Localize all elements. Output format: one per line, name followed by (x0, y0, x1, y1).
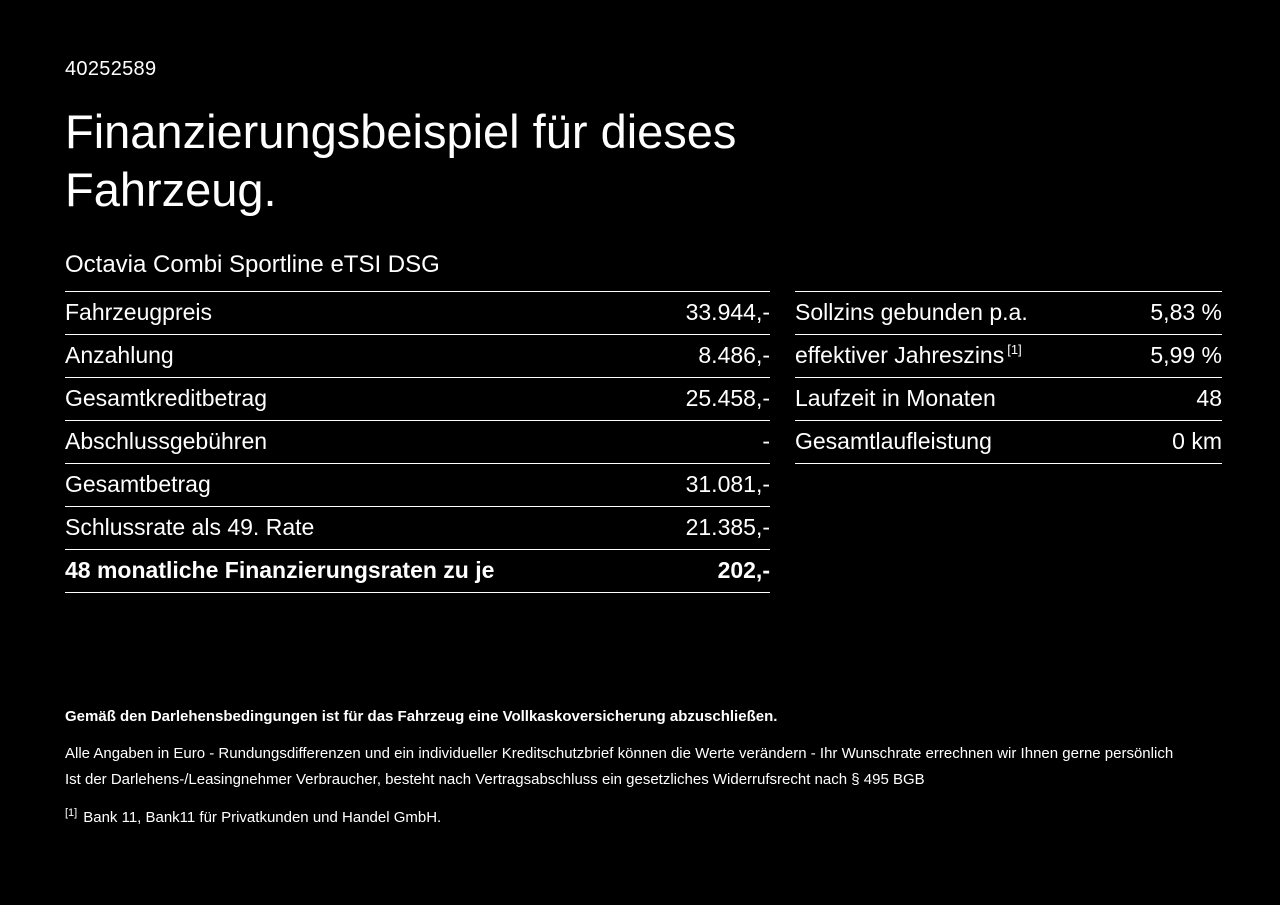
row-value: 48 (1196, 385, 1222, 412)
disclaimer-line-2: Ist der Darlehens-/Leasingnehmer Verbrau… (65, 770, 925, 788)
table-row: Laufzeit in Monaten 48 (795, 378, 1222, 421)
legal-footer: Gemäß den Darlehensbedingungen ist für d… (65, 708, 1215, 826)
row-value: 31.081,- (685, 471, 770, 498)
financing-tables: Fahrzeugpreis 33.944,- Anzahlung 8.486,-… (65, 290, 1222, 593)
row-value: 25.458,- (685, 385, 770, 412)
bank-footnote: [1] Bank 11, Bank11 für Privatkunden und … (65, 807, 1215, 826)
vehicle-model: Octavia Combi Sportline eTSI DSG (65, 250, 440, 278)
footnote-marker: [1] (65, 806, 78, 819)
row-label: Anzahlung (65, 342, 174, 369)
page-title: Finanzierungsbeispiel für dieses Fahrzeu… (65, 105, 737, 216)
insurance-note: Gemäß den Darlehensbedingungen ist für d… (65, 708, 778, 725)
table-row: Gesamtkreditbetrag 25.458,- (65, 378, 770, 421)
disclaimer-line-1: Alle Angaben in Euro - Rundungsdifferenz… (65, 745, 1174, 762)
row-value: 202,- (717, 557, 770, 584)
row-label: Schlussrate als 49. Rate (65, 514, 315, 541)
row-label: 48 monatliche Finanzierungsraten zu je (65, 557, 495, 584)
row-label: Gesamtkreditbetrag (65, 385, 267, 412)
footnote-marker: [1] (1007, 342, 1022, 358)
row-label: Fahrzeugpreis (65, 299, 213, 326)
financing-costs-table: Fahrzeugpreis 33.944,- Anzahlung 8.486,-… (65, 290, 770, 593)
main-content: 40252589 Finanzierungsbeispiel für diese… (65, 0, 1222, 593)
table-row: Gesamtlaufleistung 0 km (795, 421, 1222, 464)
offer-id: 40252589 (65, 58, 157, 80)
table-row: Gesamtbetrag 31.081,- (65, 464, 770, 507)
table-row-monthly-rate: 48 monatliche Finanzierungsraten zu je 2… (65, 550, 770, 593)
table-row: effektiver Jahreszins [1] 5,99 % (795, 335, 1222, 378)
row-value: 8.486,- (698, 342, 770, 369)
table-row: Abschlussgebühren - (65, 421, 770, 464)
row-value: 21.385,- (685, 514, 770, 541)
table-row: Fahrzeugpreis 33.944,- (65, 292, 770, 335)
row-label: Gesamtlaufleistung (795, 428, 992, 455)
table-row: Anzahlung 8.486,- (65, 335, 770, 378)
row-value: 5,99 % (1150, 342, 1222, 369)
row-label: Sollzins gebunden p.a. (795, 299, 1028, 326)
row-value: 5,83 % (1150, 299, 1222, 326)
financing-conditions-table: Sollzins gebunden p.a. 5,83 % effektiver… (795, 290, 1222, 464)
row-value: 33.944,- (685, 299, 770, 326)
row-value: 0 km (1172, 428, 1222, 455)
row-label: Abschlussgebühren (65, 428, 268, 455)
table-row: Sollzins gebunden p.a. 5,83 % (795, 292, 1222, 335)
row-label: Gesamtbetrag (65, 471, 211, 498)
footnote-text: Bank 11, Bank11 für Privatkunden und Han… (83, 808, 442, 826)
row-value: - (762, 428, 770, 455)
table-row: Schlussrate als 49. Rate 21.385,- (65, 507, 770, 550)
row-label: effektiver Jahreszins [1] (795, 342, 1022, 369)
row-label: Laufzeit in Monaten (795, 385, 996, 412)
